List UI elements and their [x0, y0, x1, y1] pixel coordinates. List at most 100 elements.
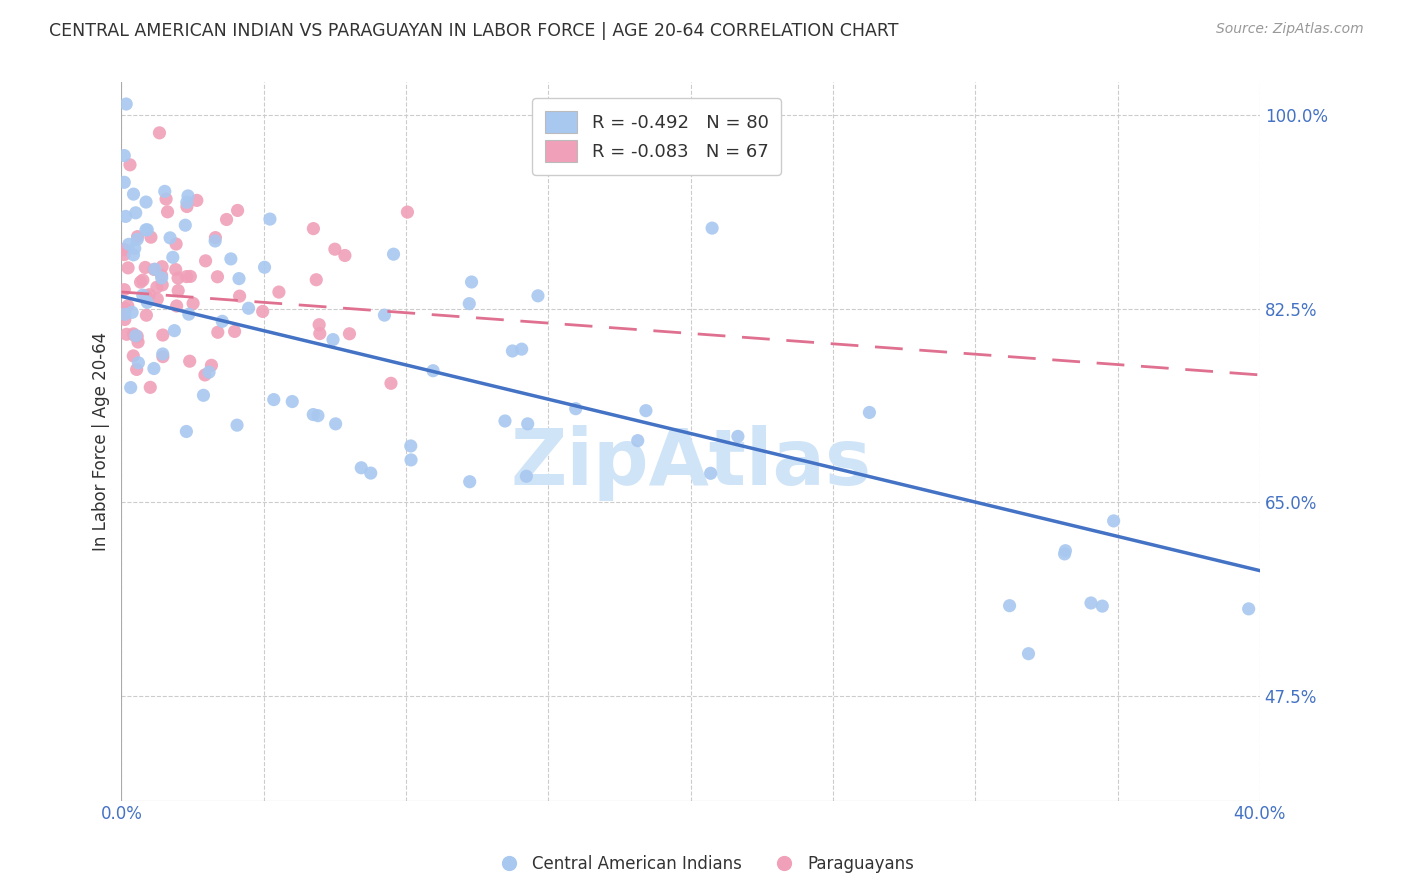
Point: [263, 392, 285, 407]
Point: [238, 301, 260, 316]
Point: [422, 364, 444, 378]
Point: [252, 304, 274, 318]
Point: [136, 223, 159, 237]
Point: [527, 289, 550, 303]
Point: [399, 439, 422, 453]
Point: [162, 250, 184, 264]
Point: [727, 429, 749, 443]
Point: [177, 307, 200, 321]
Point: [226, 418, 249, 433]
Point: [132, 288, 155, 302]
Point: [228, 271, 250, 285]
Point: [150, 268, 173, 283]
Point: [127, 329, 149, 343]
Point: [253, 260, 276, 275]
Point: [302, 408, 325, 422]
Point: [155, 192, 177, 206]
Point: [135, 308, 157, 322]
Point: [193, 388, 215, 402]
Point: [215, 212, 238, 227]
Point: [322, 333, 344, 347]
Point: [179, 269, 201, 284]
Point: [1102, 514, 1125, 528]
Point: [176, 425, 198, 439]
Point: [152, 350, 174, 364]
Point: [207, 269, 229, 284]
Point: [112, 283, 135, 297]
Point: [1237, 602, 1260, 616]
Point: [148, 126, 170, 140]
Point: [494, 414, 516, 428]
Point: [136, 295, 159, 310]
Point: [177, 189, 200, 203]
Point: [382, 247, 405, 261]
Point: [228, 289, 250, 303]
Point: [150, 271, 173, 285]
Point: [146, 292, 169, 306]
Point: [458, 475, 481, 489]
Point: [174, 218, 197, 232]
Point: [1053, 547, 1076, 561]
Point: [333, 248, 356, 262]
Point: [515, 469, 537, 483]
Point: [176, 195, 198, 210]
Point: [114, 312, 136, 326]
Point: [460, 275, 482, 289]
Point: [308, 318, 330, 332]
Point: [259, 212, 281, 227]
Point: [127, 232, 149, 246]
Point: [115, 327, 138, 342]
Point: [207, 326, 229, 340]
Point: [165, 262, 187, 277]
Point: [139, 380, 162, 394]
Point: [226, 203, 249, 218]
Point: [112, 243, 135, 257]
Point: [323, 242, 346, 256]
Point: [127, 356, 149, 370]
Point: [176, 200, 198, 214]
Point: [302, 221, 325, 235]
Point: [125, 328, 148, 343]
Point: [122, 349, 145, 363]
Point: [112, 247, 135, 261]
Legend: R = -0.492   N = 80, R = -0.083   N = 67: R = -0.492 N = 80, R = -0.083 N = 67: [531, 98, 782, 175]
Point: [564, 401, 586, 416]
Point: [166, 299, 188, 313]
Point: [627, 434, 650, 448]
Point: [204, 230, 226, 244]
Point: [163, 324, 186, 338]
Point: [700, 221, 723, 235]
Point: [194, 368, 217, 382]
Point: [165, 237, 187, 252]
Point: [114, 210, 136, 224]
Point: [152, 347, 174, 361]
Y-axis label: In Labor Force | Age 20-64: In Labor Force | Age 20-64: [93, 332, 110, 551]
Point: [150, 277, 173, 292]
Point: [124, 328, 146, 343]
Point: [350, 460, 373, 475]
Point: [200, 359, 222, 373]
Point: [399, 453, 422, 467]
Point: [122, 248, 145, 262]
Point: [142, 361, 165, 376]
Point: [127, 334, 149, 349]
Point: [198, 365, 221, 379]
Point: [224, 325, 246, 339]
Point: [112, 175, 135, 189]
Point: [118, 237, 141, 252]
Point: [360, 466, 382, 480]
Point: [122, 187, 145, 202]
Point: [325, 417, 347, 431]
Point: [115, 97, 138, 112]
Point: [1018, 647, 1040, 661]
Point: [124, 241, 146, 255]
Text: CENTRAL AMERICAN INDIAN VS PARAGUAYAN IN LABOR FORCE | AGE 20-64 CORRELATION CHA: CENTRAL AMERICAN INDIAN VS PARAGUAYAN IN…: [49, 22, 898, 40]
Point: [1080, 596, 1102, 610]
Point: [458, 296, 481, 310]
Point: [1091, 599, 1114, 613]
Point: [114, 307, 136, 321]
Point: [143, 262, 166, 277]
Point: [138, 287, 160, 301]
Point: [181, 296, 204, 310]
Point: [167, 271, 190, 285]
